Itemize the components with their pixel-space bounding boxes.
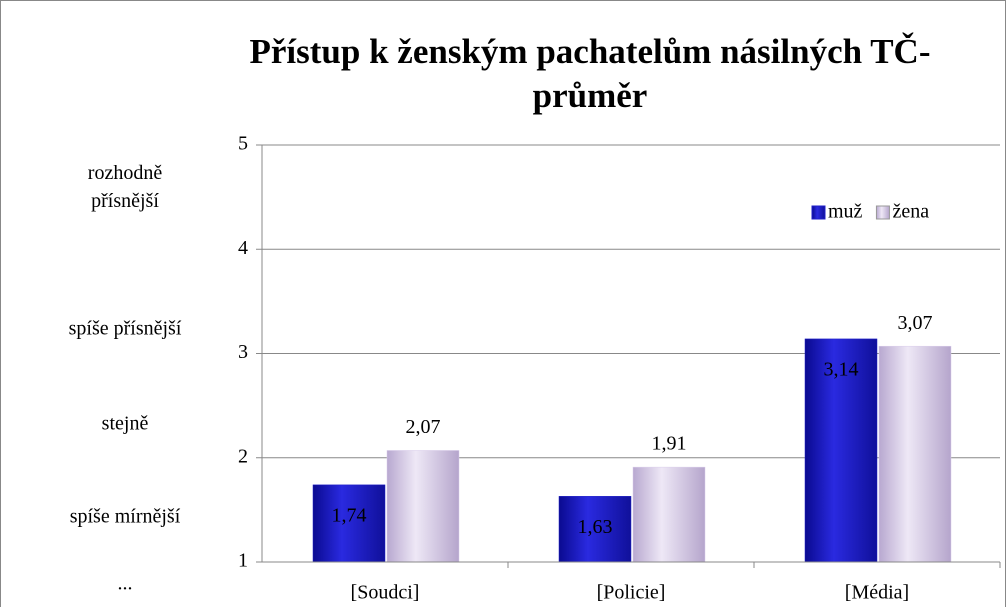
y-tick-label: 2 xyxy=(238,445,248,467)
legend-swatch xyxy=(811,205,826,220)
legend-label: žena xyxy=(892,201,929,223)
data-label: 3,07 xyxy=(898,312,933,334)
y-tick-label: 5 xyxy=(238,133,248,155)
bar xyxy=(386,450,460,563)
data-label: 3,14 xyxy=(824,358,859,380)
legend-label: muž xyxy=(828,201,863,223)
y-annotation: rozhodně přísnější xyxy=(88,162,163,212)
x-tick-label: [Policie] xyxy=(597,582,666,604)
bar xyxy=(804,338,878,563)
data-label: 1,91 xyxy=(652,433,687,455)
y-tick-label: 1 xyxy=(238,550,248,572)
y-annotation: spíše mírnější xyxy=(70,506,181,528)
bar xyxy=(558,496,632,563)
x-tick-label: [Soudci] xyxy=(351,582,420,604)
data-label: 2,07 xyxy=(406,416,441,438)
data-label: 1,63 xyxy=(578,516,613,538)
bar xyxy=(878,345,952,563)
chart-title: Přístup k ženským pachatelům násilných T… xyxy=(249,32,931,115)
bar xyxy=(632,466,706,563)
y-annotation: stejně xyxy=(102,413,149,435)
y-annotation: ... xyxy=(118,573,133,595)
legend-swatch xyxy=(875,205,890,220)
y-tick-label: 4 xyxy=(238,237,248,259)
y-tick-label: 3 xyxy=(238,341,248,363)
y-annotation: spíše přísnější xyxy=(69,318,182,340)
x-tick-label: [Média] xyxy=(845,582,909,604)
data-label: 1,74 xyxy=(332,504,367,526)
